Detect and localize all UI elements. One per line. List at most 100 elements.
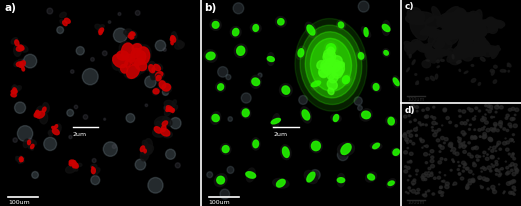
Ellipse shape	[19, 157, 22, 160]
Circle shape	[452, 148, 456, 151]
Circle shape	[508, 191, 512, 194]
Circle shape	[424, 194, 427, 197]
Circle shape	[411, 131, 412, 132]
Circle shape	[405, 138, 408, 141]
Circle shape	[471, 178, 475, 181]
Circle shape	[419, 138, 421, 140]
Ellipse shape	[155, 72, 163, 78]
Ellipse shape	[437, 67, 439, 68]
Ellipse shape	[128, 36, 132, 39]
Circle shape	[461, 177, 464, 180]
Circle shape	[404, 166, 407, 168]
Ellipse shape	[432, 40, 444, 49]
Circle shape	[464, 163, 467, 166]
Ellipse shape	[210, 20, 221, 31]
Circle shape	[437, 176, 441, 179]
Ellipse shape	[60, 13, 66, 19]
Circle shape	[425, 116, 427, 118]
Circle shape	[492, 190, 497, 194]
Circle shape	[475, 146, 478, 150]
Circle shape	[471, 136, 474, 138]
Circle shape	[510, 139, 513, 142]
Ellipse shape	[11, 39, 18, 45]
Ellipse shape	[72, 164, 78, 168]
Circle shape	[503, 142, 506, 145]
Circle shape	[466, 167, 469, 170]
Ellipse shape	[216, 83, 226, 92]
Ellipse shape	[464, 24, 476, 34]
Circle shape	[23, 55, 36, 69]
Circle shape	[490, 128, 493, 131]
Circle shape	[423, 194, 424, 196]
Circle shape	[145, 77, 156, 88]
Ellipse shape	[171, 33, 177, 40]
Circle shape	[425, 193, 426, 194]
Ellipse shape	[36, 112, 45, 119]
Ellipse shape	[271, 119, 280, 124]
Circle shape	[414, 119, 416, 122]
Circle shape	[410, 121, 412, 123]
Ellipse shape	[309, 140, 322, 153]
Ellipse shape	[156, 122, 160, 128]
Circle shape	[413, 179, 416, 181]
Circle shape	[70, 70, 74, 74]
Ellipse shape	[462, 52, 473, 62]
Ellipse shape	[500, 70, 505, 73]
Ellipse shape	[425, 52, 436, 64]
Ellipse shape	[234, 45, 247, 58]
Circle shape	[513, 142, 514, 143]
Ellipse shape	[23, 139, 30, 148]
Circle shape	[470, 155, 473, 158]
Ellipse shape	[393, 78, 399, 86]
Ellipse shape	[162, 121, 168, 126]
Circle shape	[508, 123, 512, 126]
Ellipse shape	[342, 76, 350, 84]
Circle shape	[462, 110, 466, 114]
Ellipse shape	[504, 71, 506, 73]
Circle shape	[503, 128, 506, 131]
Circle shape	[220, 189, 230, 199]
Circle shape	[473, 118, 476, 121]
Ellipse shape	[155, 117, 169, 127]
Circle shape	[467, 120, 468, 122]
Circle shape	[431, 156, 434, 159]
Ellipse shape	[148, 65, 155, 73]
Circle shape	[453, 184, 454, 185]
Circle shape	[439, 192, 440, 193]
Ellipse shape	[456, 53, 464, 60]
Circle shape	[435, 131, 438, 134]
Circle shape	[487, 105, 490, 108]
Ellipse shape	[170, 37, 174, 42]
Circle shape	[299, 96, 307, 105]
Circle shape	[492, 188, 495, 191]
Ellipse shape	[69, 161, 76, 166]
Circle shape	[469, 109, 473, 112]
Circle shape	[455, 125, 457, 127]
Circle shape	[459, 144, 463, 147]
Ellipse shape	[404, 43, 417, 53]
Circle shape	[442, 125, 443, 126]
Circle shape	[405, 192, 407, 193]
Ellipse shape	[324, 42, 338, 56]
Ellipse shape	[93, 172, 97, 175]
Ellipse shape	[146, 62, 155, 71]
Ellipse shape	[20, 158, 23, 162]
Circle shape	[515, 109, 519, 112]
Circle shape	[515, 172, 518, 174]
Ellipse shape	[437, 61, 439, 63]
Circle shape	[505, 172, 508, 175]
Circle shape	[441, 194, 443, 197]
Circle shape	[433, 177, 436, 179]
Circle shape	[467, 108, 470, 110]
Circle shape	[472, 180, 475, 183]
Circle shape	[432, 122, 436, 125]
Circle shape	[44, 138, 57, 151]
Circle shape	[478, 176, 482, 179]
Circle shape	[479, 136, 481, 138]
Ellipse shape	[362, 112, 370, 119]
Ellipse shape	[466, 46, 479, 57]
Ellipse shape	[456, 61, 461, 64]
Circle shape	[406, 140, 408, 142]
Circle shape	[450, 170, 452, 171]
Ellipse shape	[407, 44, 418, 56]
